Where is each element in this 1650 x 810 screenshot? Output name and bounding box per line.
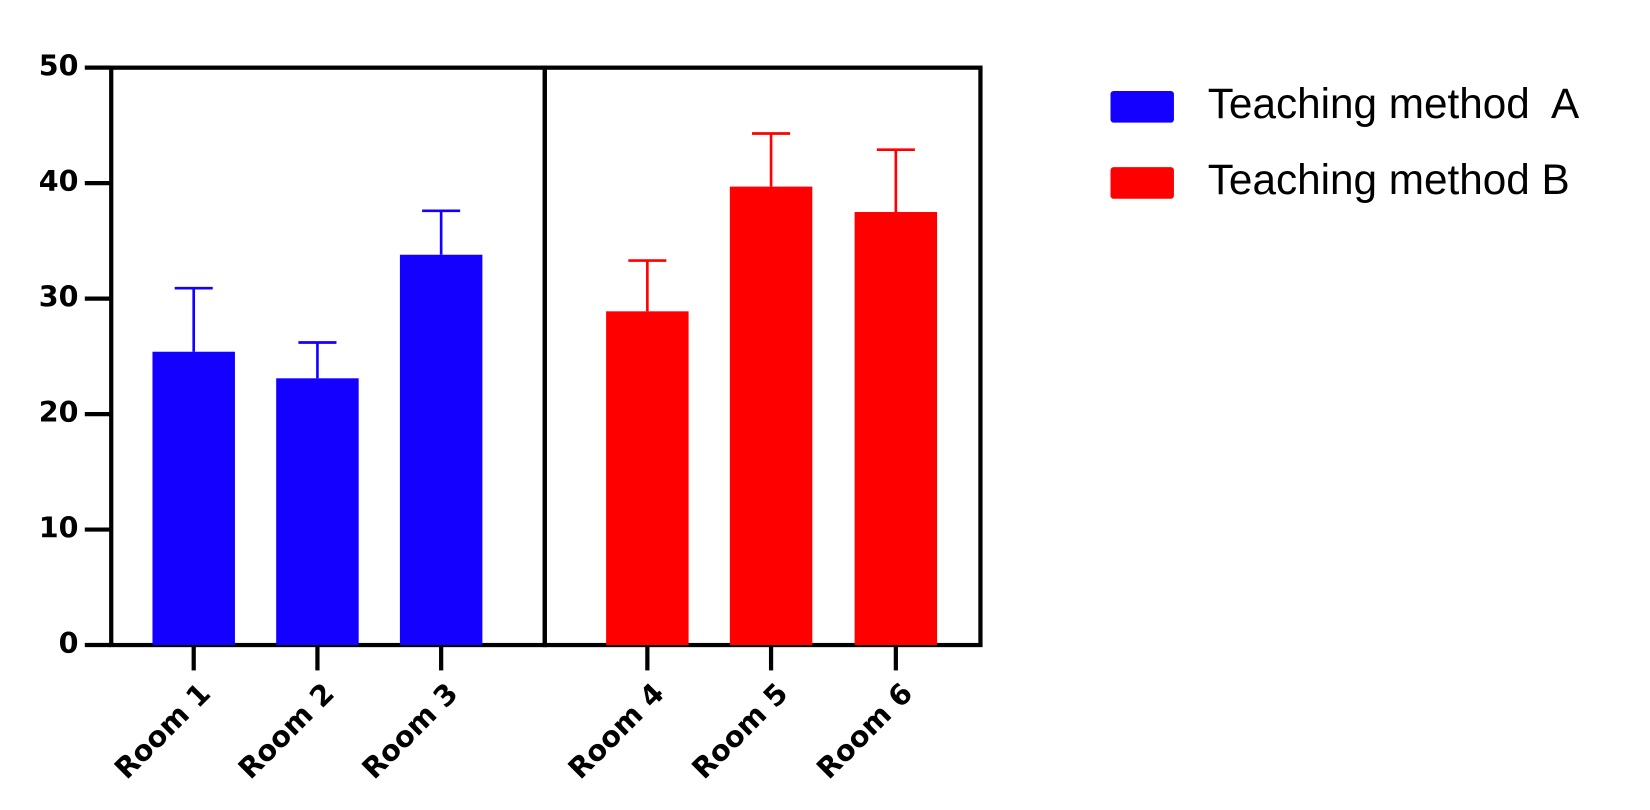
bar xyxy=(854,212,938,646)
x-tick-label: Room 4 xyxy=(561,676,670,785)
x-tick-label: Room 5 xyxy=(685,676,794,785)
x-tick-label: Room 3 xyxy=(355,676,464,785)
y-tick-label: 10 xyxy=(39,511,79,545)
y-tick-label: 0 xyxy=(59,626,79,660)
legend-swatch xyxy=(1110,167,1174,199)
legend-label: Teaching method A xyxy=(1208,80,1580,127)
y-tick-label: 40 xyxy=(39,164,79,198)
bar xyxy=(606,311,689,646)
legend-swatch xyxy=(1110,90,1174,123)
y-tick-label: 50 xyxy=(39,49,79,83)
bar xyxy=(152,351,235,646)
bar xyxy=(276,378,359,646)
x-tick-label: Room 2 xyxy=(231,676,340,785)
y-tick-label: 20 xyxy=(39,395,79,429)
x-tick-label: Room 6 xyxy=(810,676,919,785)
y-tick-label: 30 xyxy=(39,280,79,314)
bar xyxy=(729,186,813,646)
bar xyxy=(399,254,483,646)
x-tick-label: Room 1 xyxy=(108,676,217,785)
legend-label: Teaching method B xyxy=(1208,156,1570,203)
